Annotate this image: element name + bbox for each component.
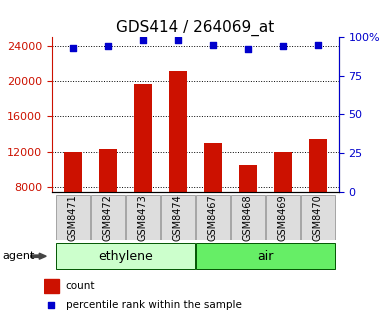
Bar — [134, 84, 152, 192]
Bar — [91, 195, 125, 240]
Text: percentile rank within the sample: percentile rank within the sample — [65, 300, 241, 310]
Text: GSM8474: GSM8474 — [173, 194, 183, 241]
Bar — [56, 195, 90, 240]
Bar — [239, 165, 256, 192]
Text: GSM8469: GSM8469 — [278, 194, 288, 241]
Bar — [169, 71, 187, 192]
Bar — [231, 195, 265, 240]
Point — [140, 37, 146, 43]
Point — [105, 44, 111, 49]
Text: GSM8468: GSM8468 — [243, 194, 253, 241]
Bar — [309, 138, 326, 192]
Point — [49, 303, 55, 308]
Text: GSM8470: GSM8470 — [313, 194, 323, 241]
Text: agent: agent — [2, 251, 34, 261]
Point — [175, 37, 181, 43]
Bar — [196, 243, 335, 269]
Bar — [204, 143, 222, 192]
Text: GSM8473: GSM8473 — [138, 194, 148, 241]
Bar — [126, 195, 160, 240]
Text: air: air — [257, 250, 273, 263]
Text: ethylene: ethylene — [98, 250, 153, 263]
Bar — [99, 149, 117, 192]
Point — [280, 44, 286, 49]
Text: count: count — [65, 281, 95, 291]
Point — [210, 42, 216, 47]
Text: GSM8467: GSM8467 — [208, 194, 218, 241]
Point — [70, 45, 76, 50]
Bar — [301, 195, 335, 240]
Bar — [274, 152, 291, 192]
Bar — [196, 195, 230, 240]
Bar — [161, 195, 195, 240]
Bar — [64, 152, 82, 192]
Point — [315, 42, 321, 47]
Point — [245, 47, 251, 52]
Text: GSM8472: GSM8472 — [103, 194, 113, 241]
Bar — [44, 279, 59, 293]
Text: GSM8471: GSM8471 — [68, 194, 78, 241]
Title: GDS414 / 264069_at: GDS414 / 264069_at — [116, 19, 275, 36]
Bar — [56, 243, 195, 269]
Bar — [266, 195, 300, 240]
